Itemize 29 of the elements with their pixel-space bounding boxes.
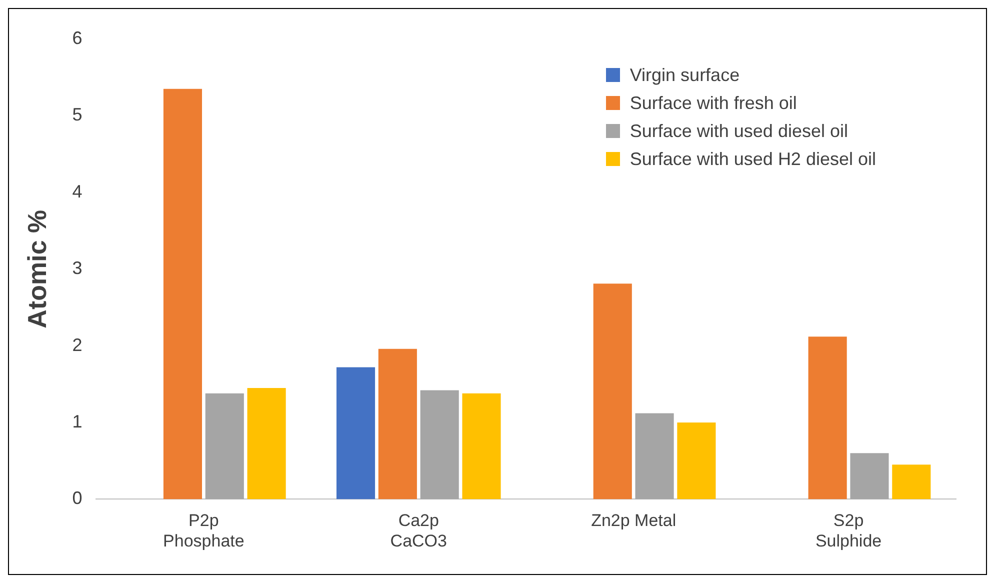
y-tick-label: 4: [72, 181, 82, 202]
y-axis-title: Atomic %: [22, 210, 52, 328]
bar: [205, 393, 244, 500]
y-tick-label: 2: [72, 334, 82, 355]
bar: [850, 453, 889, 500]
legend-label: Virgin surface: [630, 64, 740, 87]
bar: [420, 390, 459, 500]
bar: [247, 388, 286, 500]
bar: [892, 464, 931, 500]
bar: [378, 348, 417, 500]
bar: [808, 336, 847, 500]
legend-label: Surface with used H2 diesel oil: [630, 148, 876, 171]
legend-label: Surface with used diesel oil: [630, 120, 848, 143]
x-tick-label: Zn2p Metal: [591, 511, 676, 530]
bar: [462, 393, 501, 500]
y-tick-label: 5: [72, 104, 82, 125]
y-tick-label: 3: [72, 258, 82, 278]
bar: [593, 284, 632, 500]
bar: [677, 422, 716, 500]
legend-label: Surface with fresh oil: [630, 92, 797, 115]
y-tick-label: 0: [72, 488, 82, 508]
x-tick-label: Ca2p CaCO3: [390, 511, 447, 550]
bar: [635, 413, 674, 500]
x-tick-label: S2p Sulphide: [815, 511, 882, 550]
x-tick-label: P2p Phosphate: [163, 511, 244, 550]
bar: [163, 88, 202, 500]
y-tick-label: 6: [72, 28, 82, 48]
y-tick-label: 1: [72, 411, 82, 432]
bar: [336, 367, 376, 500]
